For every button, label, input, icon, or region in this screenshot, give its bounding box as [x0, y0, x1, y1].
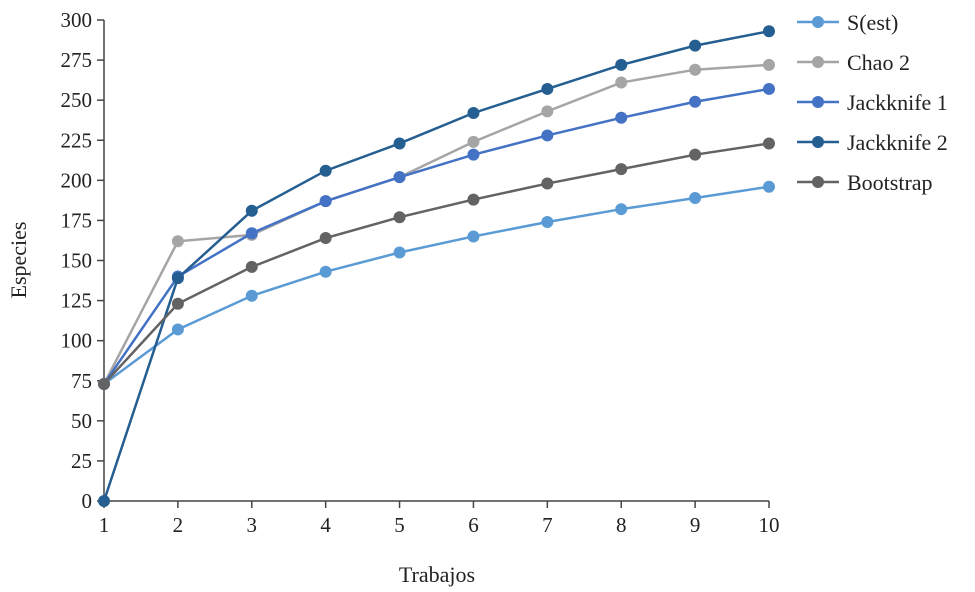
x-tick-label: 4: [320, 513, 331, 537]
series-layer: [98, 25, 775, 507]
data-point: [393, 137, 406, 150]
series-line: [102, 87, 770, 385]
legend-item: S(est): [797, 10, 898, 35]
x-tick-label: 6: [468, 513, 479, 537]
y-tick-label: 175: [61, 208, 93, 232]
y-tick-label: 125: [61, 289, 93, 313]
legend-label: Jackknife 1: [847, 90, 948, 115]
data-point: [763, 25, 775, 38]
data-point: [467, 230, 480, 243]
legend-marker: [812, 96, 824, 108]
series-line: [103, 185, 770, 385]
x-tick-label: 9: [690, 513, 701, 537]
data-point: [689, 191, 702, 204]
y-tick-label: 250: [61, 88, 93, 112]
x-axis-ticks: 1 2 3 4 5 6 7 8 9 10: [99, 501, 780, 537]
data-point: [763, 82, 775, 95]
data-point: [541, 216, 554, 229]
y-tick-label: 150: [61, 249, 93, 273]
data-point: [467, 193, 480, 206]
series-line: [103, 142, 770, 385]
legend-item: Jackknife 2: [797, 130, 948, 155]
series-line: [102, 29, 770, 502]
x-tick-label: 10: [759, 513, 780, 537]
data-point: [541, 105, 554, 118]
data-point: [245, 227, 258, 240]
data-point: [467, 135, 480, 148]
plot-area: 0 25 50 75 100 125 150 175 200 225 250 275 300 1 2 3 4 5…: [61, 8, 780, 537]
x-tick-label: 2: [173, 513, 184, 537]
x-tick-label: 7: [542, 513, 553, 537]
y-axis-title: Especies: [6, 222, 31, 299]
data-point: [98, 495, 110, 507]
legend-label: S(est): [847, 10, 898, 35]
data-point: [393, 211, 406, 224]
data-point: [171, 272, 184, 285]
data-point: [319, 232, 332, 245]
x-tick-label: 5: [394, 513, 405, 537]
data-point: [763, 58, 775, 71]
legend-item: Bootstrap: [797, 170, 933, 195]
data-point: [171, 297, 184, 310]
data-point: [541, 129, 554, 142]
series-s-est: [98, 180, 775, 390]
legend-marker: [812, 176, 824, 188]
data-point: [615, 163, 628, 176]
legend-item: Jackknife 1: [797, 90, 948, 115]
y-tick-label: 25: [71, 449, 92, 473]
data-point: [541, 177, 554, 190]
data-point: [689, 39, 702, 52]
data-point: [615, 203, 628, 216]
legend-label: Chao 2: [847, 50, 910, 75]
legend: S(est) Chao 2 Jackknife 1 Jackknife 2 Bootst…: [797, 10, 948, 195]
data-point: [689, 148, 702, 161]
series-chao-2: [98, 58, 775, 390]
data-point: [319, 265, 332, 278]
legend-marker: [812, 136, 824, 148]
data-point: [615, 58, 628, 71]
y-tick-label: 0: [82, 489, 93, 513]
data-point: [763, 180, 775, 193]
series-jackknife-1: [98, 82, 775, 390]
legend-label: Bootstrap: [847, 170, 933, 195]
data-point: [393, 246, 406, 259]
data-point: [245, 204, 258, 217]
data-point: [689, 95, 702, 108]
y-tick-label: 50: [71, 409, 92, 433]
data-point: [319, 195, 332, 208]
x-tick-label: 8: [616, 513, 627, 537]
series-line: [102, 63, 770, 385]
series-jackknife-2: [98, 25, 775, 507]
data-point: [467, 148, 480, 161]
data-point: [541, 82, 554, 95]
series-bootstrap: [98, 137, 775, 390]
y-axis-ticks: 0 25 50 75 100 125 150 175 200 225 250 275 300: [61, 8, 104, 513]
legend-marker: [812, 56, 824, 68]
data-point: [763, 137, 775, 150]
data-point: [615, 76, 628, 89]
y-tick-label: 100: [61, 329, 93, 353]
data-point: [319, 164, 332, 177]
legend-marker: [812, 16, 824, 28]
y-tick-label: 275: [61, 48, 93, 72]
y-tick-label: 75: [71, 369, 92, 393]
data-point: [245, 289, 258, 302]
data-point: [393, 171, 406, 184]
x-axis-title: Trabajos: [399, 562, 475, 587]
y-tick-label: 225: [61, 128, 93, 152]
data-point: [98, 377, 110, 390]
data-point: [171, 235, 184, 248]
x-tick-label: 1: [99, 513, 110, 537]
x-tick-label: 3: [247, 513, 258, 537]
data-point: [467, 106, 480, 119]
y-tick-label: 200: [61, 168, 93, 192]
legend-label: Jackknife 2: [847, 130, 948, 155]
legend-item: Chao 2: [797, 50, 910, 75]
y-tick-label: 300: [61, 8, 93, 32]
data-point: [245, 260, 258, 273]
data-point: [615, 111, 628, 124]
data-point: [689, 63, 702, 76]
data-point: [171, 323, 184, 336]
